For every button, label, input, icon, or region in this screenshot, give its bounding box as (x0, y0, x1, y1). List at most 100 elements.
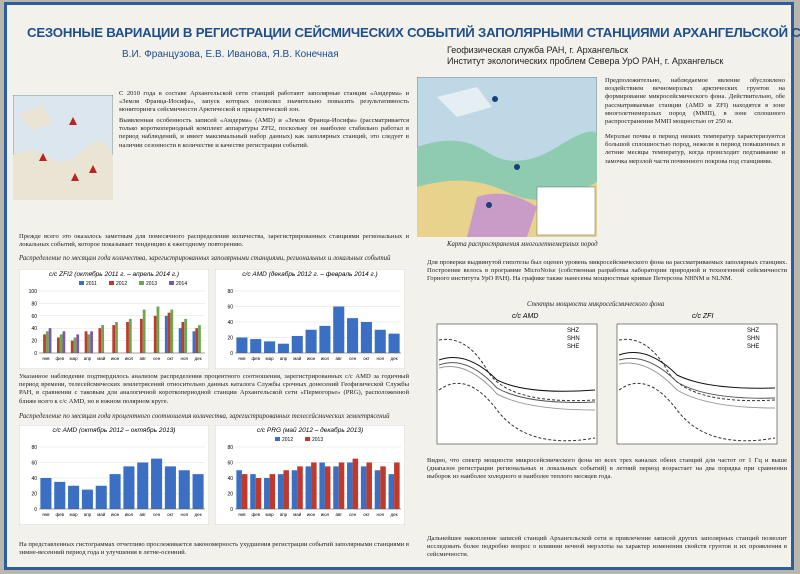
bar (151, 458, 163, 509)
bar-chart: с/с AMD (октябрь 2012 – октябрь 2013) 0 20… (18, 424, 210, 526)
legend-swatch (139, 281, 144, 285)
title: СЕЗОННЫЕ ВАРИАЦИИ В РЕГИСТРАЦИИ СЕЙСМИЧЕ… (27, 25, 800, 40)
paragraph: На представленных гистограммах отчетливо… (19, 541, 409, 557)
bar (178, 470, 190, 509)
bar (128, 318, 132, 353)
paragraph: Дальнейшее накопление записей станций Ар… (427, 535, 787, 559)
caption: Спектры мощности микросейсмического фона (527, 301, 665, 308)
x-tick-label: янв (42, 356, 50, 361)
bar (366, 462, 372, 509)
spectra-title: с/с AMD (512, 313, 538, 320)
paragraph: Выявленная особенность записей «Амдерма»… (119, 117, 409, 149)
y-tick-label: 80 (31, 445, 37, 451)
legend-label: 2011 (86, 281, 97, 287)
x-tick-label: апр (84, 356, 92, 361)
bar (291, 470, 298, 509)
y-tick-label: 20 (31, 339, 37, 345)
bar (184, 318, 188, 353)
bar (178, 328, 182, 353)
legend-label: SHN (567, 336, 580, 342)
x-tick-label: май (97, 355, 106, 361)
bar (319, 462, 325, 509)
bar (291, 335, 303, 353)
legend-swatch (109, 281, 114, 285)
permafrost-map (417, 77, 597, 237)
x-tick-label: авг (139, 512, 146, 517)
x-tick-label: июл (125, 512, 134, 517)
chart-title: с/с PRG (май 2012 – декабрь 2013) (257, 426, 363, 434)
legend-label: 2013 (146, 281, 157, 287)
bar (45, 331, 49, 353)
bar (139, 318, 143, 353)
y-tick-label: 0 (230, 351, 233, 357)
bar (192, 331, 196, 353)
bar (195, 328, 199, 353)
y-tick-label: 60 (227, 305, 233, 311)
bar (123, 466, 135, 509)
x-tick-label: июн (307, 356, 316, 361)
legend-swatch (305, 437, 310, 441)
bar (198, 325, 201, 353)
y-tick-label: 80 (31, 301, 37, 307)
y-tick-label: 40 (31, 476, 37, 482)
y-tick-label: 20 (227, 336, 233, 342)
x-tick-label: сен (153, 356, 161, 361)
legend-swatch (169, 281, 174, 285)
y-tick-label: 80 (227, 289, 233, 295)
bar (95, 485, 107, 509)
x-tick-label: мар (266, 512, 275, 517)
y-tick-label: 20 (31, 492, 37, 498)
bar (156, 306, 160, 353)
bar (374, 470, 381, 509)
bar (277, 343, 289, 353)
bar (236, 470, 242, 509)
x-tick-label: янв (238, 512, 246, 517)
chart-title: с/с AMD (октябрь 2012 – октябрь 2013) (53, 426, 176, 434)
bar (338, 462, 345, 509)
bar (87, 334, 91, 353)
bar (40, 478, 52, 509)
bar (112, 325, 116, 353)
bar (241, 474, 248, 509)
x-tick-label: окт (363, 512, 370, 517)
legend-label: SHN (747, 336, 760, 342)
y-tick-label: 0 (34, 351, 37, 357)
legend-label: SHZ (747, 328, 759, 334)
bar (333, 466, 339, 509)
x-tick-label: ноя (181, 356, 189, 361)
legend-swatch (275, 437, 280, 441)
x-tick-label: дек (195, 512, 202, 517)
x-tick-label: июл (321, 356, 330, 361)
legend-label: 2014 (176, 281, 187, 287)
bar (70, 340, 74, 353)
legend-label: SHZ (567, 328, 579, 334)
bar (170, 309, 174, 353)
y-tick-label: 40 (227, 476, 233, 482)
bar (269, 474, 276, 509)
bar (181, 322, 185, 353)
bar (250, 339, 262, 353)
bar (126, 322, 129, 353)
bar (283, 470, 289, 509)
authors: В.И. Французова, Е.В. Иванова, Я.В. Коне… (122, 49, 339, 60)
y-tick-label: 100 (29, 289, 38, 295)
poster: СЕЗОННЫЕ ВАРИАЦИИ В РЕГИСТРАЦИИ СЕЙСМИЧЕ… (4, 2, 800, 570)
bar (62, 331, 66, 353)
x-tick-label: дек (195, 356, 202, 361)
bar (236, 337, 248, 353)
bar (347, 318, 359, 353)
bar (264, 341, 276, 353)
caption: Распределение по месяцам года количества… (19, 255, 391, 262)
x-tick-label: июн (307, 512, 316, 517)
bar (311, 462, 317, 509)
region-map (13, 95, 113, 200)
bar (347, 462, 353, 509)
spectra-title: с/с ZFI (692, 313, 713, 320)
x-tick-label: авг (335, 356, 342, 361)
bar (250, 474, 256, 509)
bar (164, 466, 176, 509)
bar (394, 462, 400, 509)
x-tick-label: ноя (377, 356, 385, 361)
bar (167, 312, 171, 353)
